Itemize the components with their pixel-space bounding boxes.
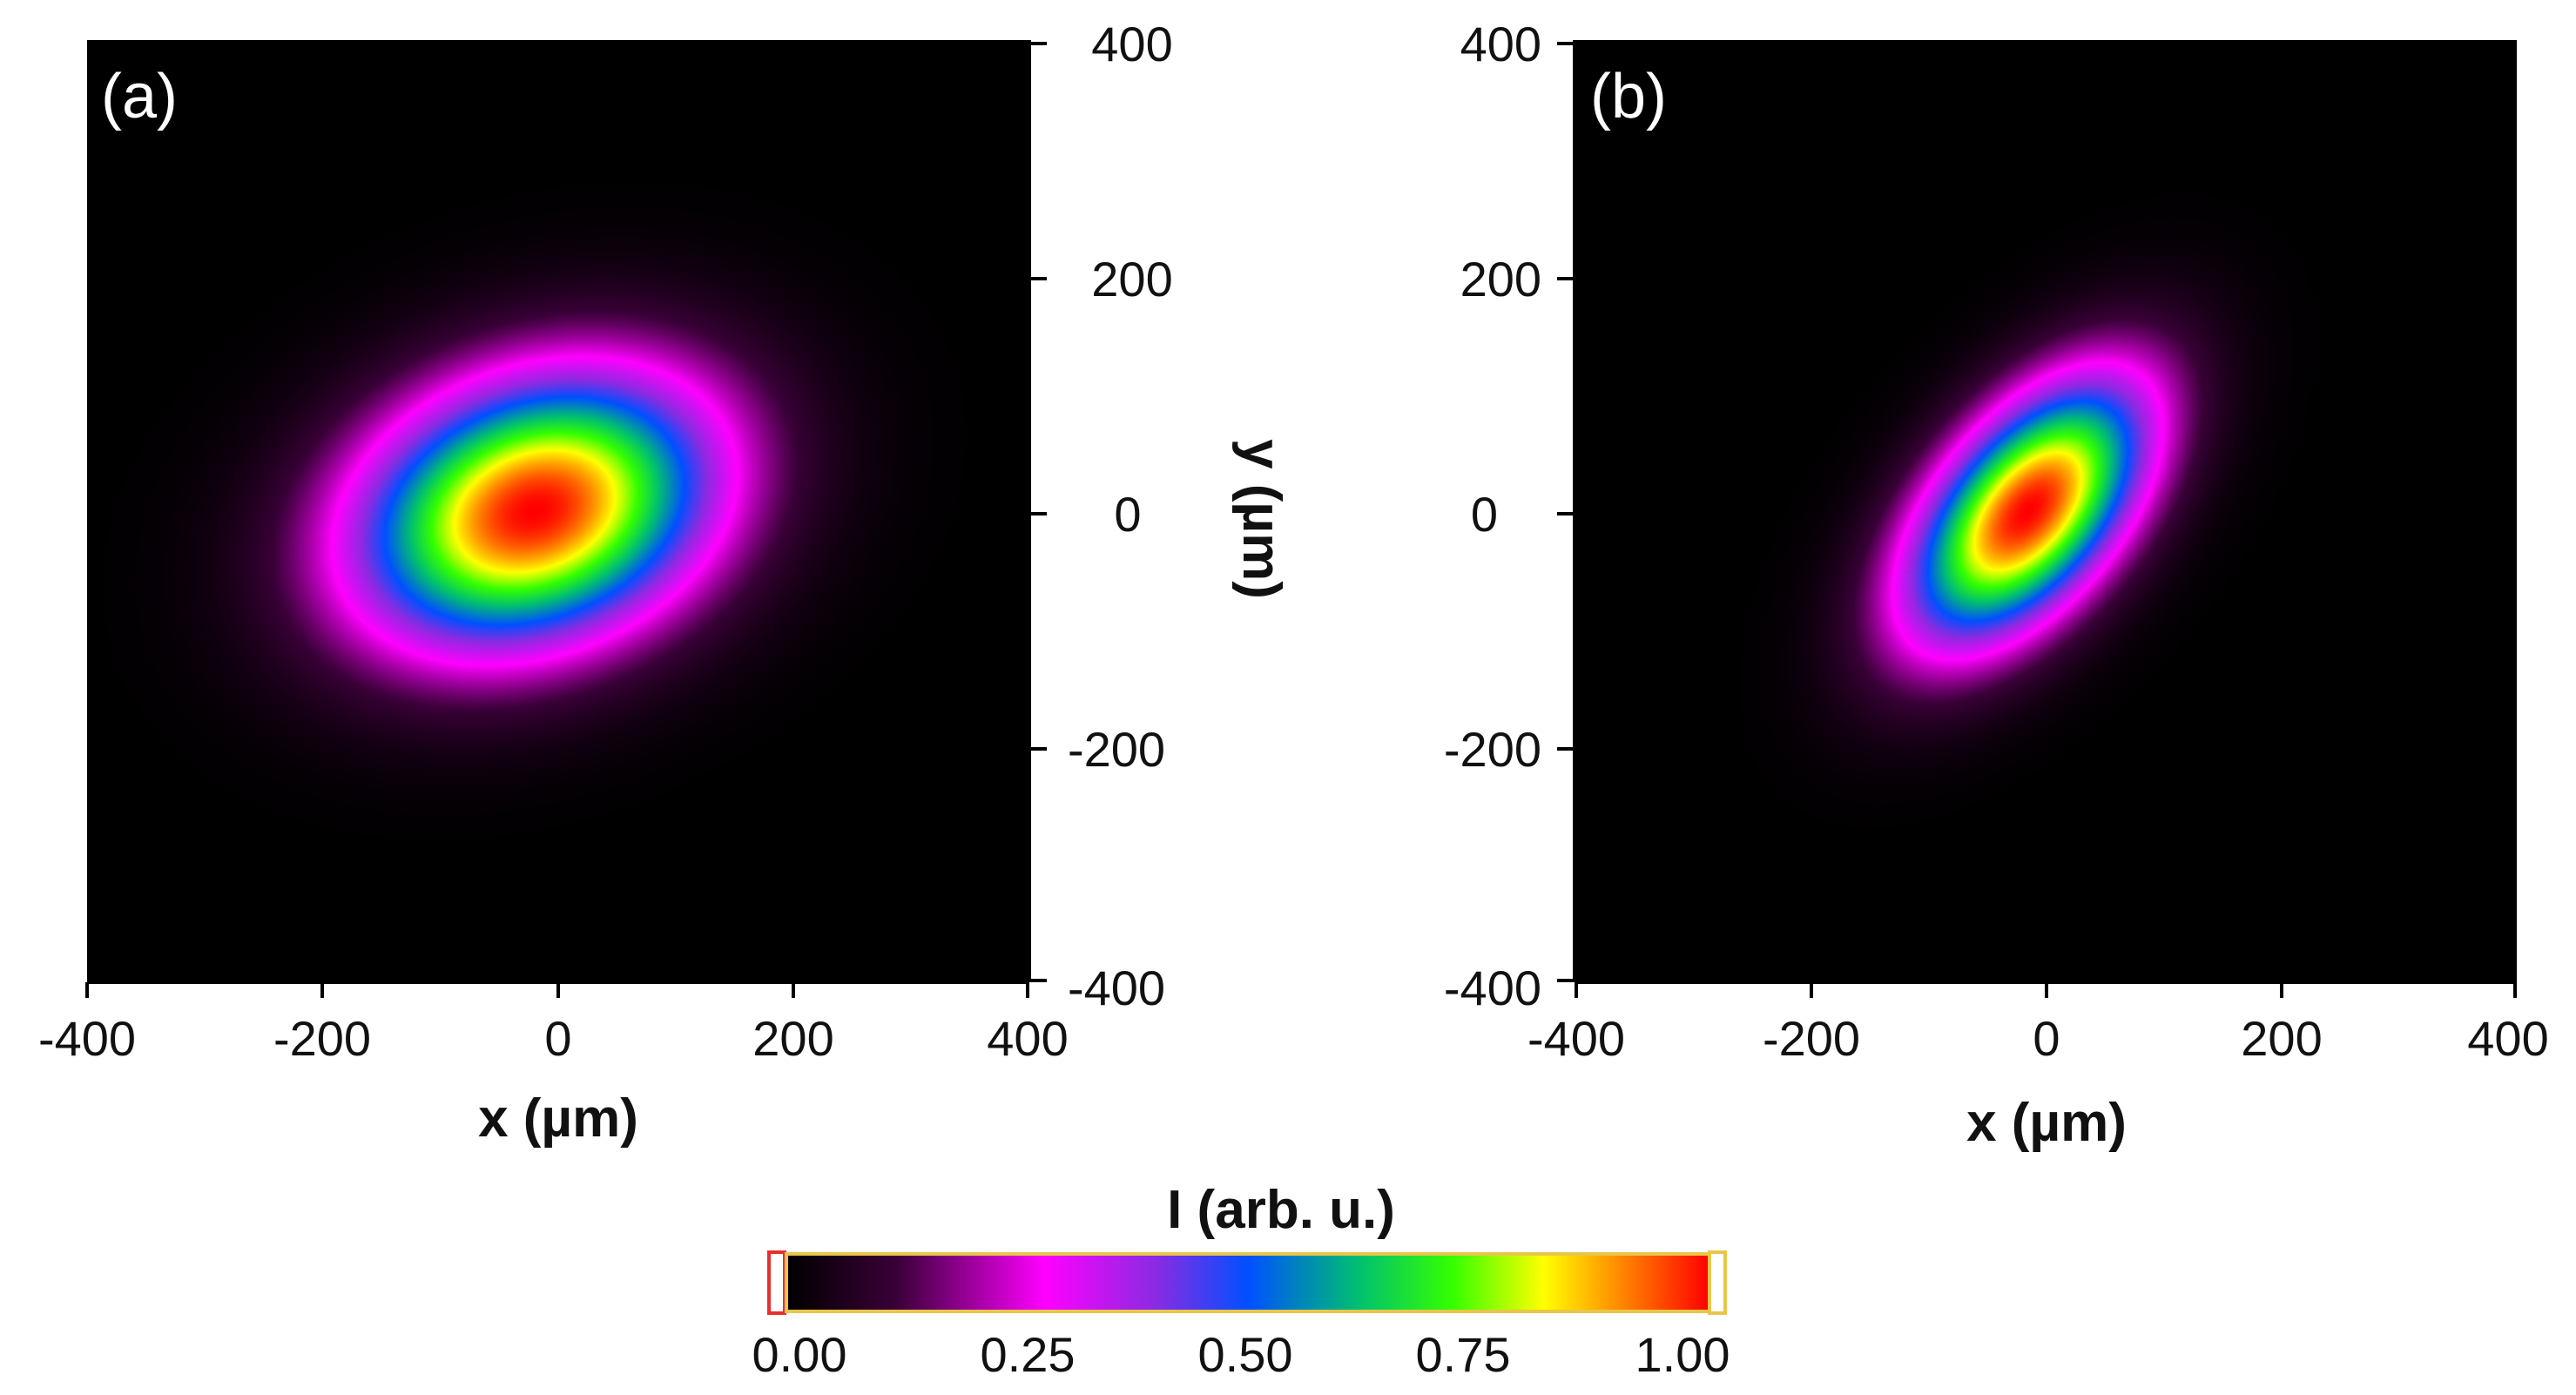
x-tick-label-b: -400 [1527,1011,1625,1066]
x-tick-label-a: 0 [544,1011,571,1066]
y-tick-label-b: -400 [1444,960,1541,1015]
colorbar-under-swatch [767,1250,786,1315]
colorbar-tick-label: 0.00 [752,1327,847,1382]
x-tick-label-a: 200 [752,1011,833,1066]
x-axis-a: -400 -200 0 200 400 [38,982,1069,1066]
colorbar-tick-label: 0.25 [981,1327,1076,1382]
x-tick-label-a: -200 [273,1011,371,1066]
heatmap-a [87,40,1029,982]
y-tick-label-b: 0 [1471,487,1498,542]
x-tick-label-b: 0 [2033,1011,2060,1066]
y-tick-label-b: 400 [1460,17,1541,71]
heatmap-b [1575,40,2517,982]
y-axis-a: 400 200 0 -200 -400 [1029,17,1173,1015]
x-axis-label-b: x (µm) [1966,1093,2127,1153]
x-tick-label-a: -400 [38,1011,136,1066]
y-tick-label-a: -200 [1068,722,1165,777]
x-axis-label-a: x (µm) [478,1088,638,1149]
y-tick-label-a: 0 [1114,487,1141,542]
colorbar: I (arb. u.) 0.00 0.25 0.50 0.75 1.00 [752,1180,1730,1382]
panel-label-b: (b) [1590,62,1667,131]
colorbar-tick-label: 0.50 [1198,1327,1293,1382]
x-tick-label-b: 400 [2467,1011,2548,1066]
x-tick-label-a: 400 [987,1011,1068,1066]
x-tick-label-b: 200 [2241,1011,2322,1066]
y-axis-b: 400 200 0 -200 -400 [1444,17,1575,1015]
colorbar-tick-label: 0.75 [1416,1327,1511,1382]
y-tick-label-a: 200 [1091,252,1172,307]
x-tick-label-b: -200 [1763,1011,1860,1066]
panel-b: (b) 400 200 0 -200 -400 -400 -200 0 200 [1444,17,2549,1153]
y-tick-label-b: -200 [1444,722,1541,777]
y-tick-label-a: -400 [1068,960,1165,1015]
panel-label-a: (a) [101,62,178,131]
y-axis-label: y (µm) [1231,439,1291,599]
y-tick-label-a: 400 [1091,17,1172,71]
colorbar-gradient [785,1252,1711,1313]
colorbar-title: I (arb. u.) [1167,1180,1395,1240]
panel-a: (a) 400 200 0 -200 -400 y (µm) -400 -200 [38,17,1291,1149]
colorbar-over-swatch [1708,1250,1727,1315]
y-tick-label-b: 200 [1460,252,1541,307]
x-axis-b: -400 -200 0 200 400 [1527,982,2549,1066]
colorbar-tick-label: 1.00 [1635,1327,1730,1382]
